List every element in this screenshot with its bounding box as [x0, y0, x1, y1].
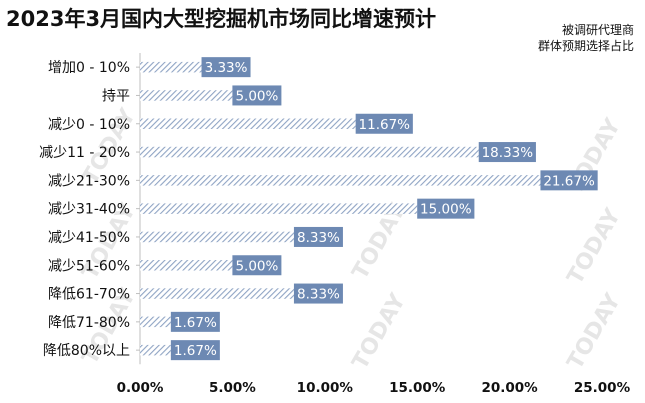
watermark-4: TODAY [348, 289, 412, 374]
x-tick-label: 15.00% [389, 380, 446, 396]
bar [140, 344, 171, 356]
data-label: 3.33% [205, 60, 248, 76]
category-label: 减少21-30% [48, 173, 130, 189]
watermark-7: TODAY [563, 289, 627, 374]
x-tick-label: 20.00% [481, 380, 538, 396]
data-label: 11.67% [359, 117, 411, 133]
note-line-1: 被调研代理商 [561, 23, 634, 37]
category-label: 持平 [102, 88, 130, 104]
data-label: 1.67% [174, 315, 217, 331]
note-line-2: 群体预期选择占比 [537, 39, 634, 53]
data-label: 15.00% [420, 202, 472, 218]
chart-note: 被调研代理商 群体预期选择占比 [538, 22, 634, 54]
x-tick-label: 10.00% [297, 380, 354, 396]
x-tick-label: 0.00% [117, 380, 164, 396]
bar [140, 61, 202, 73]
data-label-box [417, 198, 475, 219]
bars-layer: 增加0 - 10% 3.33% 持平 5.00% 减少0 - 10% 11.67% 减少11… [39, 57, 598, 361]
category-label: 减少0 - 10% [48, 117, 130, 133]
bar [140, 203, 418, 214]
bar [140, 118, 356, 129]
data-label-box [232, 85, 282, 106]
category-label: 降低80%以上 [43, 343, 130, 359]
x-tick-label: 5.00% [209, 380, 256, 396]
data-label-box [170, 340, 220, 361]
data-label: 5.00% [235, 258, 278, 274]
bar [140, 260, 233, 271]
category-label: 减少11 - 20% [39, 145, 130, 161]
category-label: 降低71-80% [48, 315, 130, 331]
bar [140, 146, 479, 158]
category-label: 降低61-70% [48, 287, 130, 303]
data-label-box [293, 283, 343, 304]
bar [140, 316, 171, 328]
watermark-6: TODAY [563, 204, 627, 289]
data-label: 1.67% [174, 343, 217, 359]
data-label: 8.33% [297, 287, 340, 303]
category-label: 减少51-60% [48, 258, 130, 274]
bar [140, 175, 541, 186]
x-tick-label: 25.00% [574, 380, 631, 396]
data-label-box [201, 57, 251, 78]
axis-layer: 0.00% 5.00% 10.00% 15.00% 20.00% 25.00% [117, 53, 631, 396]
category-label: 减少31-40% [48, 202, 130, 218]
data-label-box [355, 113, 413, 134]
bar [140, 90, 233, 101]
data-label-box [478, 142, 536, 163]
category-label: 减少41-50% [48, 230, 130, 246]
chart-title: 2023年3月国内大型挖掘机市场同比增速预计 [6, 7, 437, 31]
data-label: 5.00% [235, 88, 278, 104]
data-label-box [293, 226, 343, 247]
data-label: 8.33% [297, 230, 340, 246]
bar [140, 231, 294, 243]
data-label: 18.33% [482, 145, 534, 161]
category-label: 增加0 - 10% [48, 60, 130, 76]
data-label: 21.67% [543, 173, 595, 189]
data-label-box [540, 170, 598, 191]
data-label-box [232, 255, 282, 276]
bar [140, 288, 294, 299]
data-label-box [170, 311, 220, 332]
